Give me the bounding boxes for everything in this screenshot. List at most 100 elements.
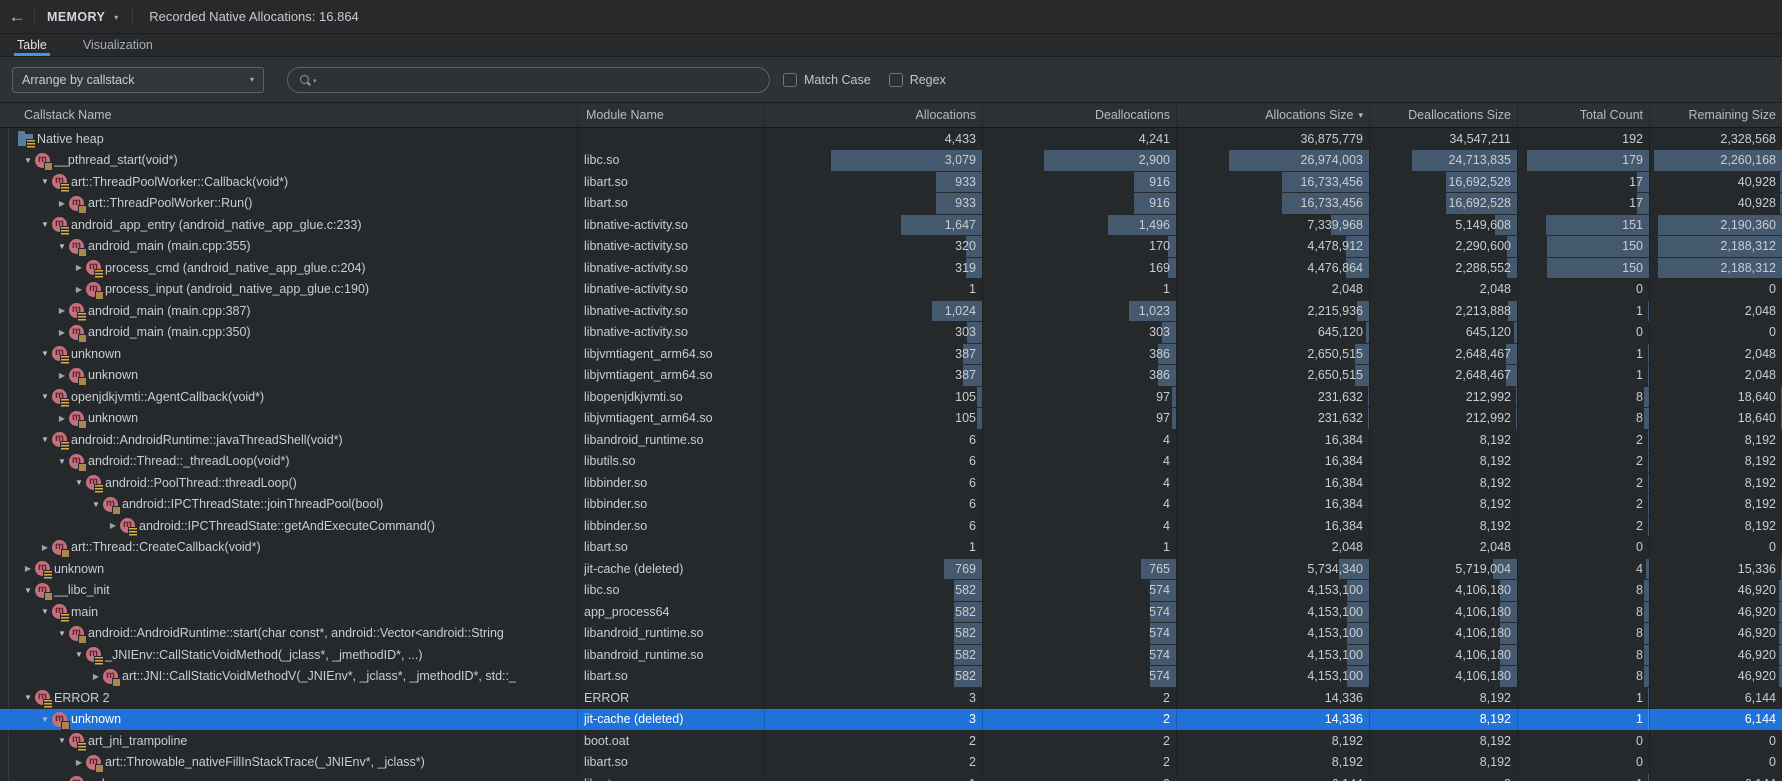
expand-arrow-icon[interactable]: ▶ xyxy=(58,198,66,208)
table-row[interactable]: ▶ android::IPCThreadState::getAndExecuteC… xyxy=(0,515,1782,537)
module-name: libbinder.so xyxy=(584,475,648,490)
value-bar xyxy=(1492,558,1517,579)
collapse-arrow-icon[interactable]: ▼ xyxy=(41,714,49,724)
table-row[interactable]: ▼ unknown jit-cache (deleted) 3 2 14,336 8,192… xyxy=(0,708,1782,730)
regex-checkbox[interactable] xyxy=(888,72,903,87)
search-input[interactable] xyxy=(322,71,759,88)
collapse-arrow-icon[interactable]: ▼ xyxy=(58,456,66,466)
column-header-allocations[interactable]: Allocations xyxy=(765,103,983,127)
column-header-remaining-size[interactable]: Remaining Size xyxy=(1650,103,1782,127)
table-row[interactable]: ▼ art::ThreadPoolWorker::Callback(void*) l… xyxy=(0,171,1782,193)
collapse-arrow-icon[interactable]: ▼ xyxy=(41,392,49,402)
expand-arrow-icon[interactable]: ▶ xyxy=(55,779,69,781)
remaining-size-cell: 2,048 xyxy=(1650,343,1782,365)
allocations-cell: 6 xyxy=(765,472,983,494)
search-history-arrow-icon[interactable]: ▾ xyxy=(313,78,317,85)
expand-arrow-icon[interactable]: ▶ xyxy=(58,413,66,423)
cell-value: 303 xyxy=(1149,325,1170,340)
table-row[interactable]: ▶ process_cmd (android_native_app_glue.c:… xyxy=(0,257,1782,279)
column-header-total-count[interactable]: Total Count xyxy=(1518,103,1650,127)
callstack-name: unknown xyxy=(71,346,122,361)
value-bar xyxy=(1339,558,1369,579)
expand-arrow-icon[interactable]: ▶ xyxy=(92,671,100,681)
collapse-arrow-icon[interactable]: ▼ xyxy=(75,478,83,488)
collapse-arrow-icon[interactable]: ▼ xyxy=(41,435,49,445)
match-case-checkbox[interactable] xyxy=(783,72,797,87)
table-row[interactable]: ▼ ERROR 2 ERROR 3 2 14,336 8,192 1 6,144 xyxy=(0,687,1782,709)
expand-arrow-icon[interactable]: ▶ xyxy=(109,521,117,531)
tab-visualization[interactable]: Visualization xyxy=(80,34,156,56)
table-row[interactable]: ▶ android_main (main.cpp:350) libnative-ac… xyxy=(0,321,1782,343)
cell-value: 574 xyxy=(1149,604,1170,619)
collapse-arrow-icon[interactable]: ▼ xyxy=(92,499,100,509)
expand-arrow-icon[interactable]: ▶ xyxy=(41,542,49,552)
column-header-allocations-size[interactable]: Allocations Size ▾ xyxy=(1177,103,1370,127)
expand-arrow-icon[interactable]: ▶ xyxy=(75,263,83,273)
callstack-name: unknown xyxy=(71,712,122,727)
back-button[interactable]: ← xyxy=(8,6,26,26)
table-row[interactable]: ▼ __libc_init libc.so 582 574 4,153,100 4,106,… xyxy=(0,579,1782,601)
cell-value: 8,192 xyxy=(1479,518,1511,533)
table-row[interactable]: Native heap 4,433 4,241 36,875,779 34,547,21… xyxy=(0,128,1782,150)
table-row[interactable]: ▼ openjdkjvmti::AgentCallback(void*) libop… xyxy=(0,386,1782,408)
table-row[interactable]: ▶ unknown libjvmtiagent_arm64.so 105 97 231,6… xyxy=(0,407,1782,429)
table-row[interactable]: ▼ android::IPCThreadState::joinThreadPool… xyxy=(0,493,1782,515)
table-row[interactable]: ▼ art_jni_trampoline boot.oat 2 2 8,192 8,192 0… xyxy=(0,730,1782,752)
table-row[interactable]: ▶ unknown jit-cache (deleted) 769 765 5,734,3… xyxy=(0,558,1782,580)
tab-table[interactable]: Table xyxy=(14,34,50,56)
arrange-dropdown[interactable]: Arrange by callstack ▾ xyxy=(12,66,264,93)
table-row[interactable]: ▶ art::JNI::CallStaticVoidMethodV(_JNIEnv… xyxy=(0,665,1782,687)
table-row[interactable]: ▼ _JNIEnv::CallStaticVoidMethod(_jclass*,… xyxy=(0,644,1782,666)
collapse-arrow-icon[interactable]: ▼ xyxy=(41,177,49,187)
callstack-cell: ▶ android::IPCThreadState::getAndExecuteC… xyxy=(0,515,578,537)
expand-arrow-icon[interactable]: ▶ xyxy=(58,306,66,316)
table-row[interactable]: ▼ android::AndroidRuntime::javaThreadShel… xyxy=(0,429,1782,451)
collapse-arrow-icon[interactable]: ▼ xyxy=(24,155,32,165)
table-row[interactable]: ▶ android_main (main.cpp:387) libnative-ac… xyxy=(0,300,1782,322)
collapse-arrow-icon[interactable]: ▼ xyxy=(58,628,66,638)
table-row[interactable]: ▶ art::ThreadPoolWorker::Run() libart.so 93… xyxy=(0,192,1782,214)
table-row[interactable]: ▶ unknown libart.so 1 0 6,144 0 1 6,144 xyxy=(0,773,1782,781)
collapse-arrow-icon[interactable]: ▼ xyxy=(41,220,49,230)
table-row[interactable]: ▼ android::Thread::_threadLoop(void*) libu… xyxy=(0,450,1782,472)
memory-dropdown[interactable]: MEMORY ▾ xyxy=(35,10,132,24)
column-header-deallocations-size[interactable]: Deallocations Size xyxy=(1370,103,1518,127)
collapse-arrow-icon[interactable]: ▼ xyxy=(75,650,83,660)
expand-arrow-icon[interactable]: ▶ xyxy=(58,327,66,337)
column-header-callstack-name[interactable]: Callstack Name xyxy=(0,103,578,127)
table-row[interactable]: ▼ android_app_entry (android_native_app_g… xyxy=(0,214,1782,236)
tab-strip: Table Visualization xyxy=(0,34,1782,57)
column-header-module-name[interactable]: Module Name xyxy=(578,103,765,127)
total-count-cell: 8 xyxy=(1518,407,1650,429)
method-icon xyxy=(52,217,70,236)
table-row[interactable]: ▼ unknown libjvmtiagent_arm64.so 387 386 2,65… xyxy=(0,343,1782,365)
table-row[interactable]: ▼ android::PoolThread::threadLoop() libbin… xyxy=(0,472,1782,494)
expand-arrow-icon[interactable]: ▶ xyxy=(58,370,66,380)
collapse-arrow-icon[interactable]: ▼ xyxy=(58,736,66,746)
module-name-cell xyxy=(578,128,765,150)
table-row[interactable]: ▶ art::Thread::CreateCallback(void*) libar… xyxy=(0,536,1782,558)
table-row[interactable]: ▼ main app_process64 582 574 4,153,100 4,106,1… xyxy=(0,601,1782,623)
collapse-arrow-icon[interactable]: ▼ xyxy=(24,585,32,595)
module-name-cell: libbinder.so xyxy=(578,493,765,515)
allocations-cell: 6 xyxy=(765,450,983,472)
deallocations-size-cell: 212,992 xyxy=(1370,386,1518,408)
search-field[interactable]: ▾ xyxy=(287,66,770,93)
cell-value: 16,733,456 xyxy=(1300,196,1363,211)
table-row[interactable]: ▶ process_input (android_native_app_glue.… xyxy=(0,278,1782,300)
collapse-arrow-icon[interactable]: ▼ xyxy=(41,349,49,359)
collapse-arrow-icon[interactable]: ▼ xyxy=(24,693,32,703)
cell-value: 8,192 xyxy=(1479,755,1511,770)
cell-value: 2 xyxy=(1163,690,1170,705)
expand-arrow-icon[interactable]: ▶ xyxy=(75,757,83,767)
table-row[interactable]: ▼ android::AndroidRuntime::start(char con… xyxy=(0,622,1782,644)
column-header-deallocations[interactable]: Deallocations xyxy=(983,103,1177,127)
table-row[interactable]: ▼ android_main (main.cpp:355) libnative-ac… xyxy=(0,235,1782,257)
collapse-arrow-icon[interactable]: ▼ xyxy=(41,607,49,617)
table-row[interactable]: ▶ art::Throwable_nativeFillInStackTrace(_… xyxy=(0,751,1782,773)
collapse-arrow-icon[interactable]: ▼ xyxy=(58,241,66,251)
expand-arrow-icon[interactable]: ▶ xyxy=(24,564,32,574)
table-row[interactable]: ▶ unknown libjvmtiagent_arm64.so 387 386 2,65… xyxy=(0,364,1782,386)
table-row[interactable]: ▼ __pthread_start(void*) libc.so 3,079 2,900… xyxy=(0,149,1782,171)
expand-arrow-icon[interactable]: ▶ xyxy=(75,284,83,294)
